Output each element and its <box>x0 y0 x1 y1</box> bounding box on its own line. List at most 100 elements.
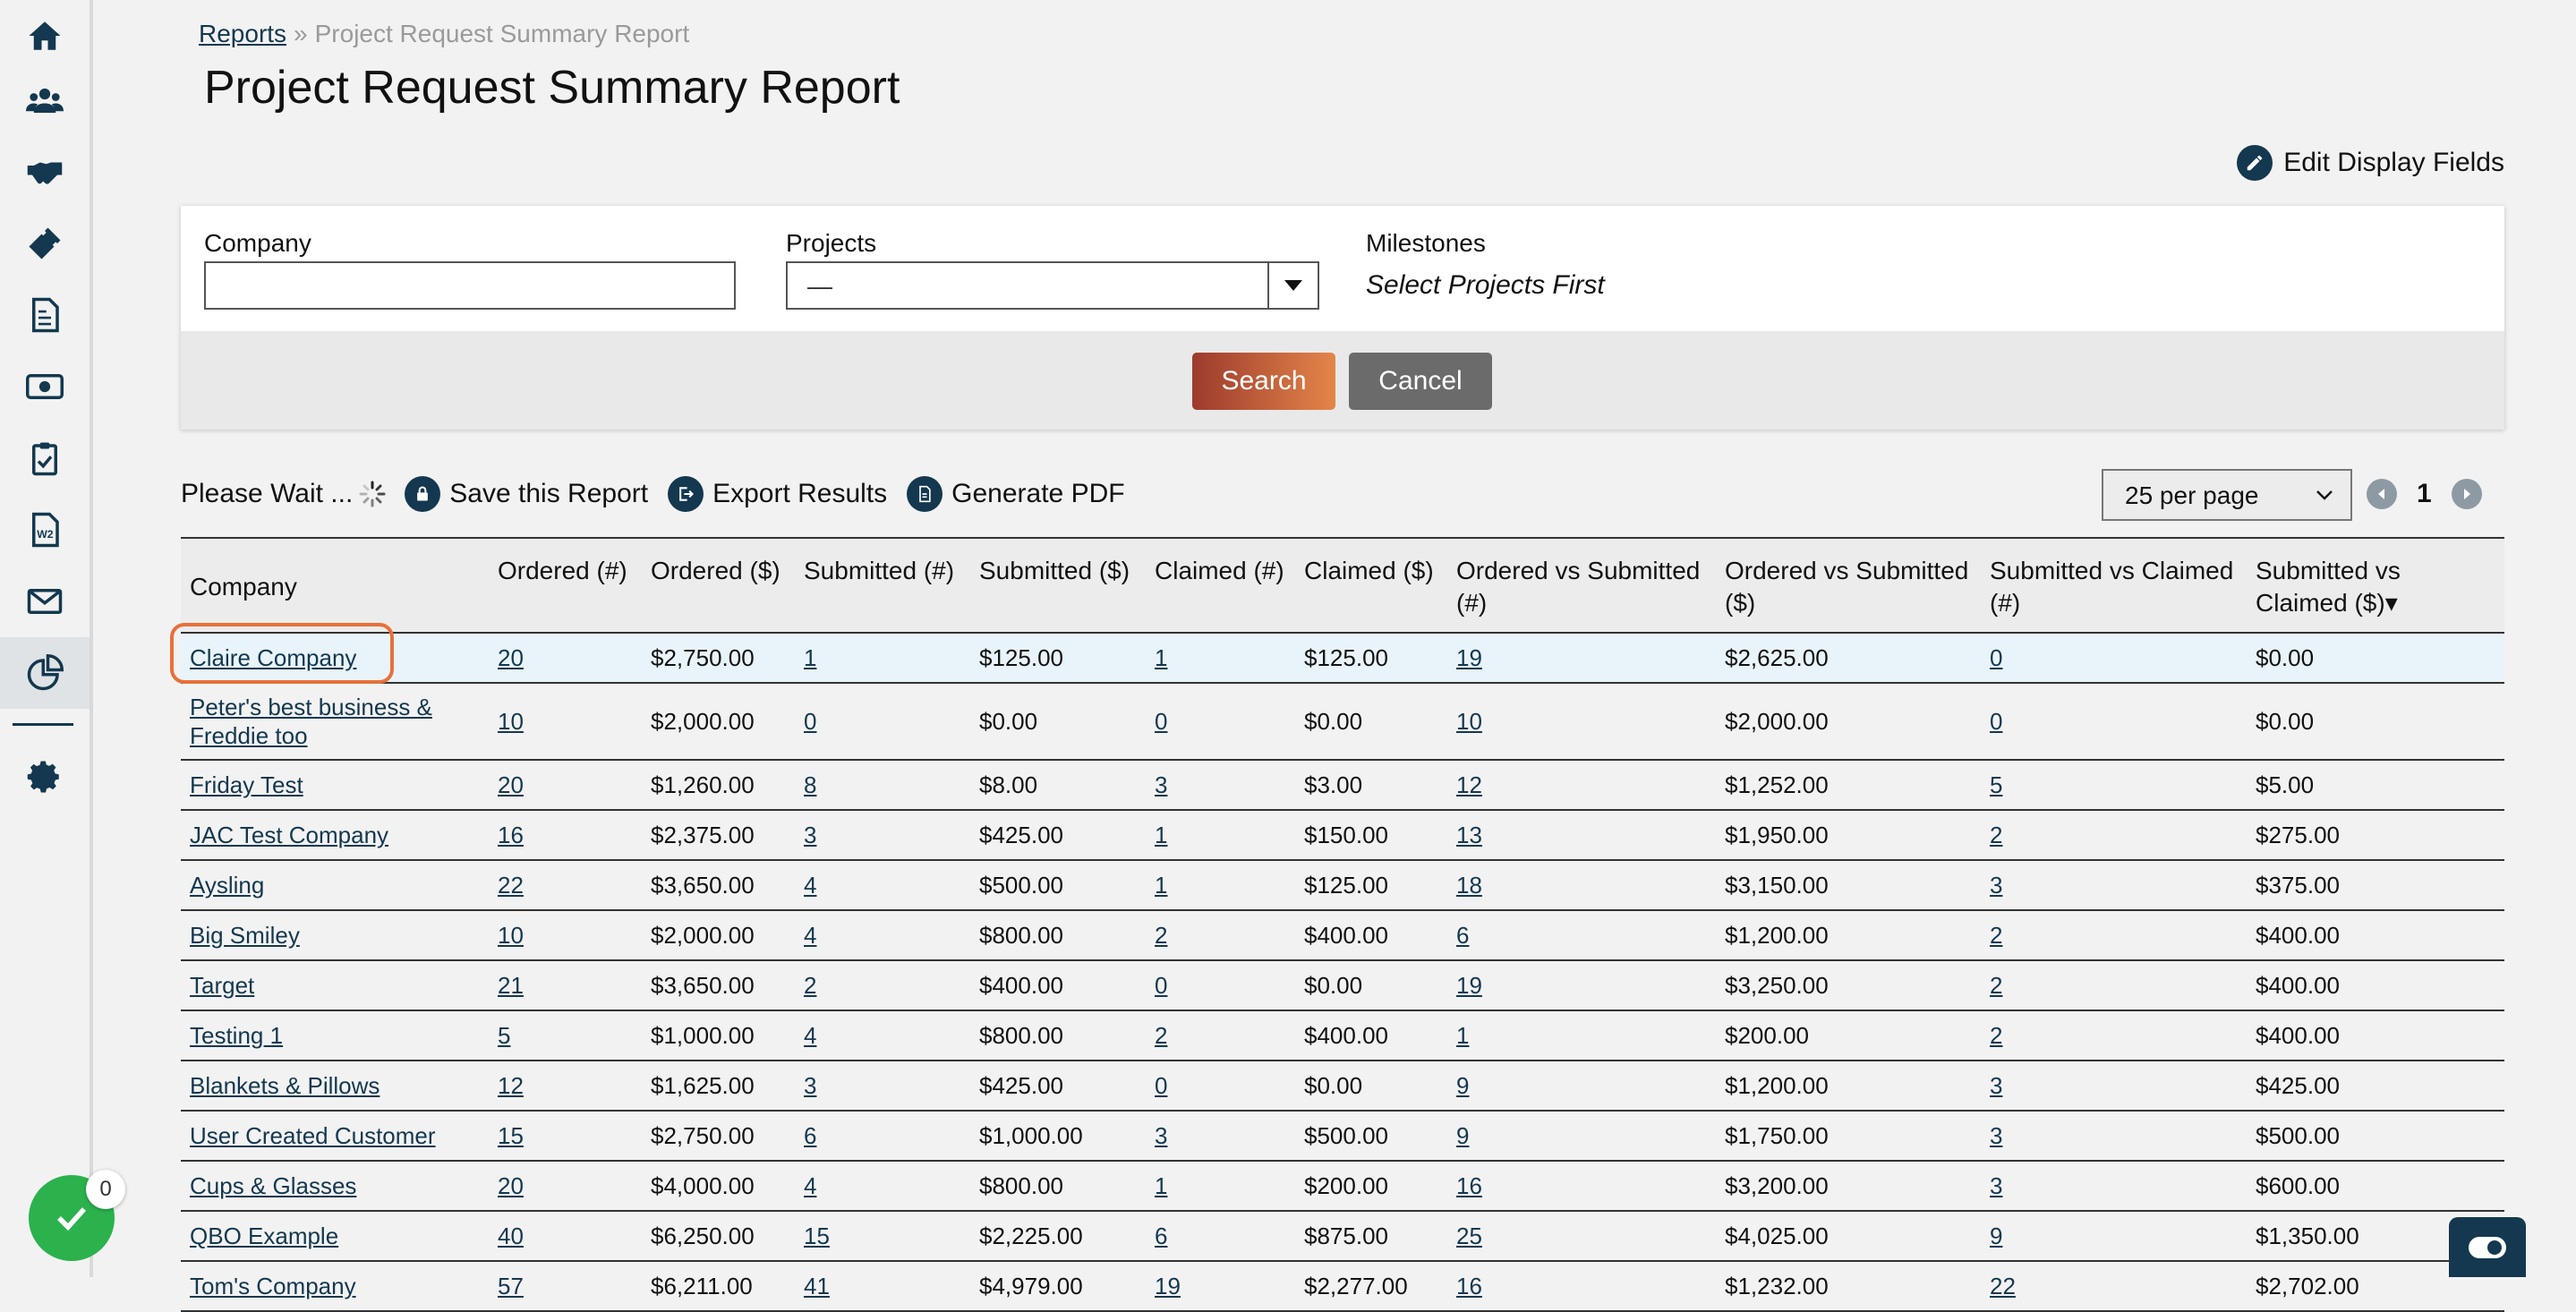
count-link[interactable]: 0 <box>1155 972 1168 999</box>
count-link[interactable]: 1 <box>1155 644 1168 671</box>
count-link[interactable]: 2 <box>1155 922 1168 949</box>
count-link[interactable]: 12 <box>498 1072 524 1099</box>
column-header[interactable]: Ordered ($) <box>651 557 780 584</box>
nav-home[interactable] <box>0 0 90 72</box>
nav-mail[interactable] <box>0 566 90 637</box>
count-link[interactable]: 19 <box>1456 972 1482 999</box>
count-link[interactable]: 21 <box>498 972 524 999</box>
count-link[interactable]: 0 <box>1155 708 1168 735</box>
column-header[interactable]: Submitted ($) <box>979 557 1130 584</box>
nav-tickets[interactable] <box>0 208 90 279</box>
count-link[interactable]: 1 <box>804 644 817 671</box>
column-header-sorted[interactable]: Submitted vs Claimed ($)▾ <box>2247 538 2504 633</box>
chat-widget-button[interactable] <box>2449 1217 2526 1277</box>
count-link[interactable]: 6 <box>1456 922 1470 949</box>
count-link[interactable]: 10 <box>498 708 524 735</box>
column-header[interactable]: Ordered vs Submitted (#) <box>1456 557 1701 617</box>
nav-tasks[interactable] <box>0 422 90 494</box>
company-link[interactable]: Big Smiley <box>190 922 300 949</box>
column-header[interactable]: Submitted vs Claimed (#) <box>1990 557 2234 617</box>
count-link[interactable]: 6 <box>1155 1223 1168 1249</box>
column-header[interactable]: Claimed (#) <box>1155 557 1284 584</box>
column-header[interactable]: Claimed ($) <box>1304 557 1434 584</box>
count-link[interactable]: 10 <box>498 922 524 949</box>
count-link[interactable]: 3 <box>1990 1172 2003 1199</box>
column-header[interactable]: Ordered vs Submitted ($) <box>1725 557 1969 617</box>
count-link[interactable]: 1 <box>1155 872 1168 899</box>
column-header[interactable]: Ordered (#) <box>498 557 627 584</box>
count-link[interactable]: 18 <box>1456 872 1482 899</box>
nav-forms[interactable]: W2 <box>0 494 90 566</box>
count-link[interactable]: 25 <box>1456 1223 1482 1249</box>
count-link[interactable]: 3 <box>804 1072 817 1099</box>
count-link[interactable]: 3 <box>1990 1072 2003 1099</box>
count-link[interactable]: 0 <box>1990 644 2003 671</box>
count-link[interactable]: 16 <box>498 822 524 848</box>
count-link[interactable]: 12 <box>1456 771 1482 798</box>
count-link[interactable]: 5 <box>1990 771 2003 798</box>
count-link[interactable]: 10 <box>1456 708 1482 735</box>
save-report-button[interactable]: Save this Report <box>405 476 648 512</box>
projects-select[interactable]: — <box>786 261 1319 310</box>
count-link[interactable]: 3 <box>1990 872 2003 899</box>
count-link[interactable]: 3 <box>1155 1122 1168 1149</box>
company-filter-input[interactable] <box>204 261 736 310</box>
nav-invoices[interactable] <box>0 279 90 351</box>
count-link[interactable]: 16 <box>1456 1172 1482 1199</box>
company-link[interactable]: Peter's best business & Freddie too <box>190 694 432 749</box>
count-link[interactable]: 13 <box>1456 822 1482 848</box>
count-link[interactable]: 5 <box>498 1022 511 1049</box>
count-link[interactable]: 0 <box>1990 708 2003 735</box>
company-link[interactable]: Target <box>190 972 255 999</box>
count-link[interactable]: 8 <box>804 771 817 798</box>
count-link[interactable]: 20 <box>498 771 524 798</box>
count-link[interactable]: 2 <box>1990 922 2003 949</box>
count-link[interactable]: 1 <box>1155 822 1168 848</box>
company-link[interactable]: Aysling <box>190 872 265 899</box>
count-link[interactable]: 9 <box>1990 1223 2003 1249</box>
nav-users[interactable] <box>0 64 90 136</box>
nav-reports[interactable] <box>0 637 90 709</box>
nav-billing[interactable] <box>0 351 90 422</box>
count-link[interactable]: 1 <box>1155 1172 1168 1199</box>
count-link[interactable]: 20 <box>498 644 524 671</box>
count-link[interactable]: 2 <box>1990 972 2003 999</box>
prev-page-button[interactable] <box>2367 479 2397 509</box>
column-header[interactable]: Submitted (#) <box>804 557 955 584</box>
cancel-button[interactable]: Cancel <box>1349 353 1492 410</box>
company-link[interactable]: Cups & Glasses <box>190 1172 357 1199</box>
company-link[interactable]: Blankets & Pillows <box>190 1072 380 1099</box>
count-link[interactable]: 4 <box>804 922 817 949</box>
export-results-button[interactable]: Export Results <box>668 476 887 512</box>
company-link[interactable]: QBO Example <box>190 1223 339 1249</box>
search-button[interactable]: Search <box>1192 353 1335 410</box>
count-link[interactable]: 9 <box>1456 1072 1470 1099</box>
nav-deals[interactable] <box>0 136 90 208</box>
count-link[interactable]: 4 <box>804 872 817 899</box>
count-link[interactable]: 1 <box>1456 1022 1470 1049</box>
edit-display-fields-button[interactable]: Edit Display Fields <box>2237 145 2504 181</box>
count-link[interactable]: 4 <box>804 1172 817 1199</box>
count-link[interactable]: 4 <box>804 1022 817 1049</box>
next-page-button[interactable] <box>2451 479 2482 509</box>
company-link[interactable]: Claire Company <box>190 644 357 671</box>
count-link[interactable]: 2 <box>804 972 817 999</box>
nav-settings[interactable] <box>0 741 90 813</box>
count-link[interactable]: 19 <box>1456 644 1482 671</box>
count-link[interactable]: 3 <box>804 822 817 848</box>
count-link[interactable]: 2 <box>1990 1022 2003 1049</box>
count-link[interactable]: 0 <box>804 708 817 735</box>
company-link[interactable]: User Created Customer <box>190 1122 436 1149</box>
count-link[interactable]: 0 <box>1155 1072 1168 1099</box>
count-link[interactable]: 2 <box>1155 1022 1168 1049</box>
count-link[interactable]: 15 <box>804 1223 830 1249</box>
count-link[interactable]: 9 <box>1456 1122 1470 1149</box>
column-header[interactable]: Company <box>190 573 297 601</box>
count-link[interactable]: 3 <box>1990 1122 2003 1149</box>
count-link[interactable]: 2 <box>1990 822 2003 848</box>
count-link[interactable]: 6 <box>804 1122 817 1149</box>
company-link[interactable]: Testing 1 <box>190 1022 284 1049</box>
count-link[interactable]: 3 <box>1155 771 1168 798</box>
generate-pdf-button[interactable]: Generate PDF <box>907 476 1125 512</box>
company-link[interactable]: JAC Test Company <box>190 822 389 848</box>
